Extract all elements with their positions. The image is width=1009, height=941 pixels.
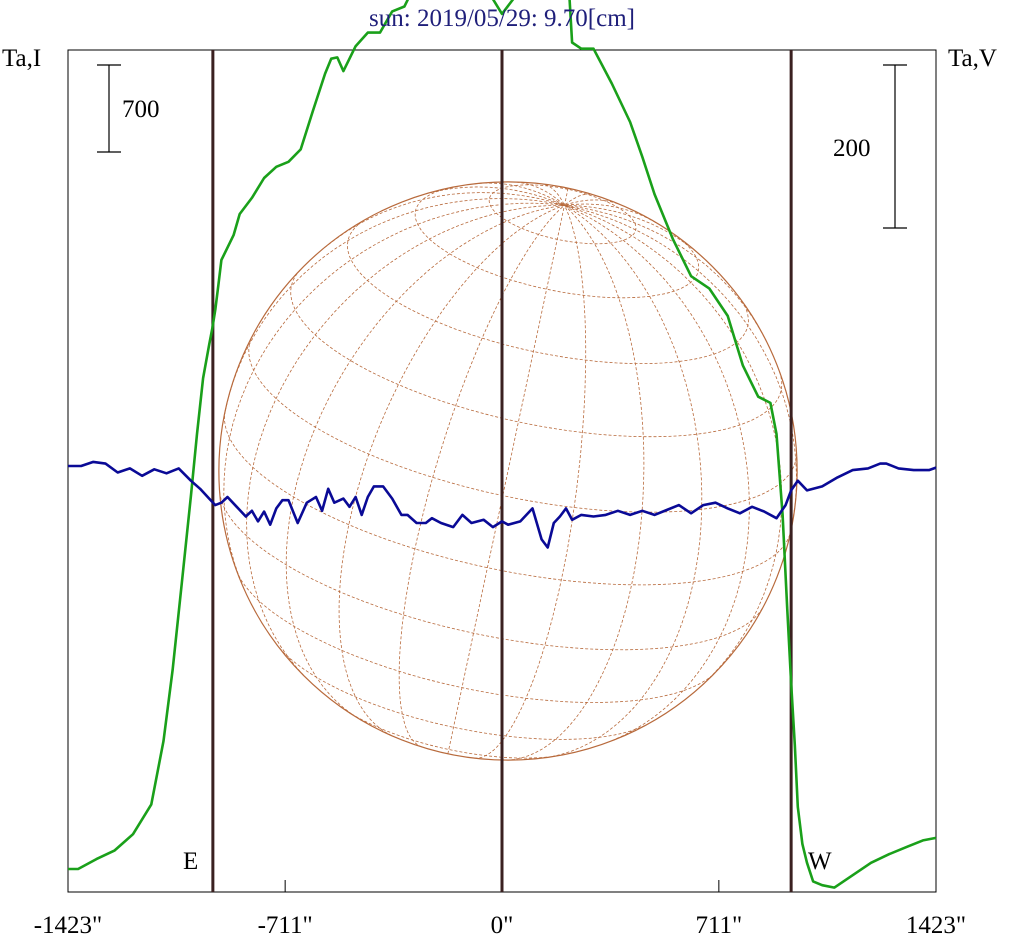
solar-disk-grid bbox=[218, 181, 798, 761]
longitude-line bbox=[564, 204, 783, 686]
longitude-line bbox=[564, 199, 618, 206]
stokes-i-line bbox=[68, 0, 937, 889]
stokes-v-line bbox=[68, 460, 937, 549]
longitude-line bbox=[564, 193, 591, 206]
longitude-line bbox=[564, 204, 797, 532]
latitude-line bbox=[224, 410, 792, 586]
longitude-line bbox=[285, 204, 565, 715]
x-tick-label: -1423" bbox=[34, 912, 103, 939]
x-tick-label: -711" bbox=[258, 912, 313, 939]
longitude-line bbox=[398, 204, 565, 748]
west-limb-label: W bbox=[808, 848, 832, 875]
longitude-line bbox=[338, 204, 565, 736]
longitude-line bbox=[551, 204, 703, 757]
x-tick-label: 1423" bbox=[906, 912, 966, 939]
x-axis-ticks: -1423" -711" 0" 711" 1423" bbox=[34, 880, 966, 939]
latitude-line bbox=[279, 647, 645, 740]
latitude-line bbox=[414, 186, 700, 299]
longitude-line bbox=[564, 204, 767, 342]
east-limb-label: E bbox=[183, 848, 198, 875]
longitude-line bbox=[564, 203, 656, 223]
longitude-line bbox=[564, 188, 569, 206]
longitude-line bbox=[545, 184, 565, 206]
scale-bars bbox=[97, 64, 907, 229]
longitude-line bbox=[474, 205, 587, 759]
longitude-line bbox=[415, 186, 565, 206]
longitude-line bbox=[474, 182, 565, 206]
right-axis-label: Ta,V bbox=[948, 45, 997, 72]
latitude-line bbox=[248, 339, 797, 513]
x-tick-label: 711" bbox=[695, 912, 742, 939]
latitude-line bbox=[347, 218, 749, 364]
latitude-line bbox=[290, 269, 783, 438]
right-scale-label: 200 bbox=[833, 135, 871, 162]
series-lines bbox=[68, 0, 937, 889]
longitude-line bbox=[564, 204, 704, 259]
longitude-line bbox=[223, 202, 565, 589]
vertical-markers bbox=[211, 50, 793, 892]
latitude-line bbox=[219, 491, 764, 651]
longitude-line bbox=[506, 204, 645, 761]
left-axis-label: Ta,I bbox=[2, 45, 41, 72]
longitude-line bbox=[224, 198, 565, 411]
chart-title: sun: 2019/05/29: 9.70[cm] bbox=[369, 5, 635, 32]
longitude-line bbox=[324, 192, 565, 248]
x-tick-label: 0" bbox=[491, 912, 514, 939]
longitude-line bbox=[564, 204, 750, 742]
latitude-line bbox=[346, 710, 558, 759]
longitude-line bbox=[246, 204, 565, 676]
latitude-line bbox=[238, 575, 712, 703]
longitude-line bbox=[516, 181, 565, 206]
longitude-line bbox=[447, 205, 565, 754]
left-scale-label: 700 bbox=[122, 96, 160, 123]
